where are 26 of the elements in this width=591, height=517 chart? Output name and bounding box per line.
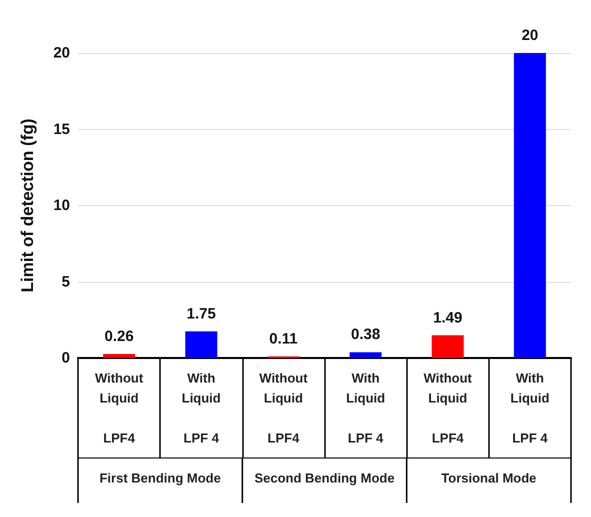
category-label: With Liquid LPF 4 bbox=[510, 370, 550, 446]
y-axis-title: Limit of detection (fg) bbox=[18, 118, 37, 292]
data-label: 0.11 bbox=[269, 330, 298, 348]
text: First Bending Mode bbox=[99, 470, 221, 486]
y-tick-label: 5 bbox=[62, 273, 70, 290]
category-label: Without Liquid LPF4 bbox=[94, 370, 144, 446]
data-label: 0.26 bbox=[104, 328, 134, 346]
bar bbox=[514, 53, 546, 358]
category-label: Without Liquid LPF4 bbox=[424, 370, 472, 446]
category-label: Without Liquid LPF4 bbox=[259, 370, 308, 446]
data-label: 1.49 bbox=[433, 309, 462, 326]
bar bbox=[350, 352, 382, 358]
y-tick-label: 0 bbox=[62, 350, 70, 366]
y-tick-label: 20 bbox=[53, 44, 70, 62]
category-label: With Liquid LPF 4 bbox=[346, 370, 386, 446]
bar bbox=[432, 335, 464, 358]
text: Second Bending Mode bbox=[254, 470, 395, 486]
text: Torsional Mode bbox=[441, 470, 536, 486]
data-label: 0.38 bbox=[350, 326, 380, 344]
data-label: 20 bbox=[522, 27, 538, 44]
data-label: 1.75 bbox=[186, 305, 216, 322]
category-label: With Liquid LPF 4 bbox=[182, 370, 221, 446]
y-tick-label: 10 bbox=[53, 197, 70, 214]
bar bbox=[103, 354, 136, 358]
bar bbox=[185, 331, 218, 358]
y-tick-label: 15 bbox=[53, 120, 70, 138]
